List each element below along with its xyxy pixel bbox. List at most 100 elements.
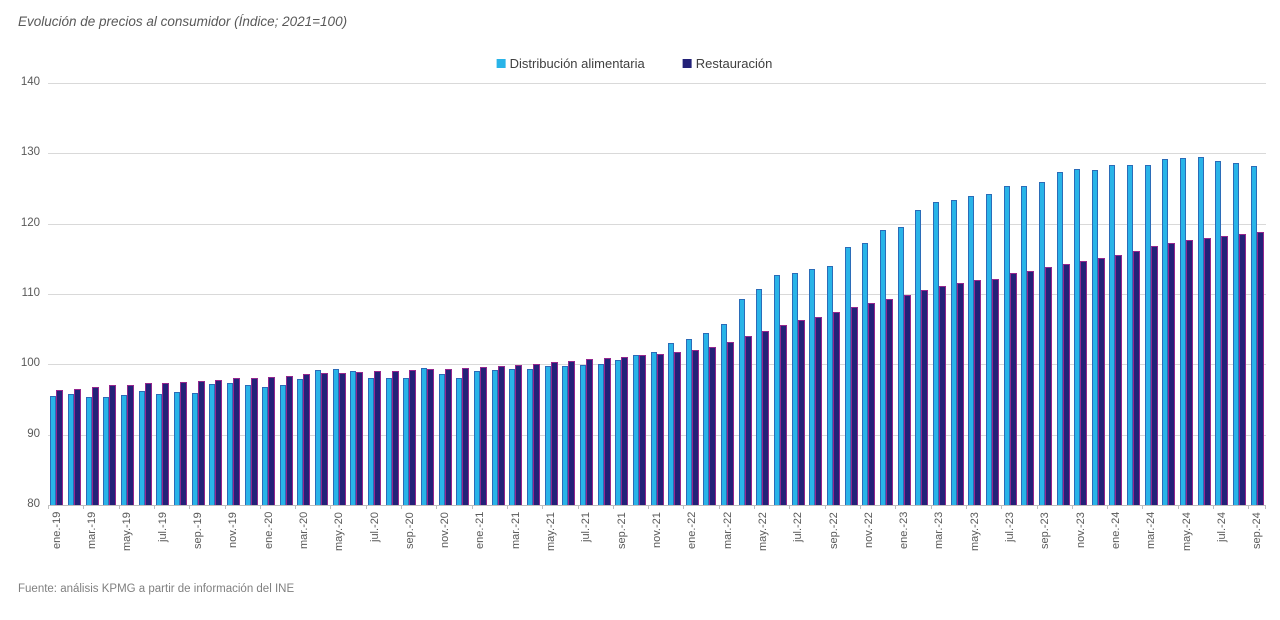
x-axis-tick-label: mar.-21 [509, 512, 522, 550]
legend-label-restauracion: Restauración [695, 56, 773, 71]
bar-restauracion [144, 383, 152, 505]
bar-distribucion-alimentaria [1056, 171, 1063, 505]
x-axis-tick [153, 505, 155, 509]
y-axis-tick-label: 100 [20, 357, 40, 370]
x-axis-tick-label: jul.-22 [792, 512, 805, 542]
bar-restauracion [1203, 238, 1211, 505]
bar-distribucion-alimentaria [103, 396, 110, 505]
x-axis-tick-label: jul.-23 [1004, 512, 1017, 542]
bar-restauracion [1221, 235, 1229, 505]
x-axis-tick [1248, 505, 1250, 509]
x-axis-tick-label: ene.-23 [898, 512, 911, 550]
gridline [48, 223, 1266, 225]
x-axis-tick [83, 505, 85, 509]
legend: Distribución alimentaria Restauración [496, 56, 773, 71]
bar-distribucion-alimentaria [244, 384, 251, 505]
x-axis-tick [436, 505, 438, 509]
bar-distribucion-alimentaria [1038, 182, 1045, 505]
bar-distribucion-alimentaria [668, 343, 675, 505]
bar-distribucion-alimentaria [1021, 185, 1028, 505]
x-axis-tick [1001, 505, 1003, 509]
x-axis-tick-label: jul.-20 [368, 512, 381, 542]
x-axis-tick [1265, 505, 1266, 509]
bar-distribucion-alimentaria [809, 269, 816, 505]
bar-restauracion [1150, 246, 1158, 505]
bar-distribucion-alimentaria [879, 230, 886, 505]
x-axis-tick [471, 505, 473, 509]
bar-restauracion [73, 388, 81, 505]
bar-restauracion [391, 370, 399, 505]
x-axis-tick [683, 505, 685, 509]
bar-restauracion [515, 365, 523, 505]
x-axis-tick-label: may.-24 [1180, 512, 1193, 551]
x-axis-tick-label: may.-20 [333, 512, 346, 551]
bar-restauracion [215, 379, 223, 505]
bar-restauracion [727, 341, 735, 505]
x-axis-tick [754, 505, 756, 509]
bar-restauracion [338, 372, 346, 505]
y-axis-tick-label: 90 [27, 427, 40, 440]
bar-distribucion-alimentaria [1091, 170, 1098, 505]
y-axis-tick-label: 120 [20, 216, 40, 229]
bar-distribucion-alimentaria [403, 378, 410, 505]
x-axis-tick-label: nov.-22 [862, 512, 875, 548]
bar-distribucion-alimentaria [862, 243, 869, 505]
x-axis-tick-label: may.-23 [968, 512, 981, 551]
bar-restauracion [479, 367, 487, 505]
bar-restauracion [744, 336, 752, 505]
bar-restauracion [532, 363, 540, 505]
bar-restauracion [833, 312, 841, 505]
bar-restauracion [903, 294, 911, 505]
gridline [48, 83, 1266, 84]
x-axis-tick-label: jul.-24 [1215, 512, 1228, 542]
bar-distribucion-alimentaria [350, 371, 357, 505]
bar-distribucion-alimentaria [67, 393, 74, 505]
bar-restauracion [762, 330, 770, 505]
x-axis-tick-label: mar.-23 [933, 512, 946, 550]
x-axis-tick-label: ene.-21 [474, 512, 487, 550]
x-axis-tick [189, 505, 191, 509]
x-axis-tick [930, 505, 932, 509]
bar-restauracion [409, 369, 417, 505]
bar-distribucion-alimentaria [950, 199, 957, 505]
bar-distribucion-alimentaria [844, 246, 851, 505]
bar-distribucion-alimentaria [1215, 161, 1222, 505]
bar-restauracion [56, 390, 64, 505]
x-axis-tick-label: sep.-21 [615, 512, 628, 549]
x-axis-tick [965, 505, 967, 509]
x-axis-tick [118, 505, 120, 509]
x-axis-tick-label: ene.-20 [262, 512, 275, 550]
bar-distribucion-alimentaria [1233, 163, 1240, 505]
bar-distribucion-alimentaria [562, 365, 569, 505]
bar-restauracion [709, 346, 717, 505]
x-axis-tick [824, 505, 826, 509]
x-axis-tick-label: ene.-19 [50, 512, 63, 550]
bar-restauracion [991, 278, 999, 505]
bar-restauracion [691, 350, 699, 505]
bar-distribucion-alimentaria [915, 210, 922, 505]
bar-distribucion-alimentaria [1074, 168, 1081, 505]
bar-distribucion-alimentaria [156, 393, 163, 505]
x-axis-tick [895, 505, 897, 509]
bar-distribucion-alimentaria [1162, 158, 1169, 505]
bar-distribucion-alimentaria [85, 396, 92, 505]
x-axis-tick-label: sep.-19 [192, 512, 205, 549]
chart-title: Evolución de precios al consumidor (Índi… [18, 14, 348, 29]
x-axis-tick-label: may.-22 [756, 512, 769, 551]
y-axis-tick-label: 140 [20, 76, 40, 88]
y-axis-tick-label: 130 [20, 146, 40, 159]
bar-distribucion-alimentaria [1250, 166, 1257, 505]
bar-distribucion-alimentaria [138, 391, 145, 505]
x-axis-tick [506, 505, 508, 509]
bar-distribucion-alimentaria [209, 384, 216, 505]
bar-distribucion-alimentaria [421, 367, 428, 505]
x-axis-tick-label: mar.-24 [1145, 512, 1158, 550]
bar-distribucion-alimentaria [456, 377, 463, 505]
bar-distribucion-alimentaria [1003, 186, 1010, 505]
x-axis-tick [542, 505, 544, 509]
x-axis-tick [365, 505, 367, 509]
bar-restauracion [868, 303, 876, 505]
bar-restauracion [1027, 270, 1035, 505]
x-axis-tick-label: sep.-24 [1251, 512, 1264, 549]
x-axis-tick-label: jul.-21 [580, 512, 593, 542]
